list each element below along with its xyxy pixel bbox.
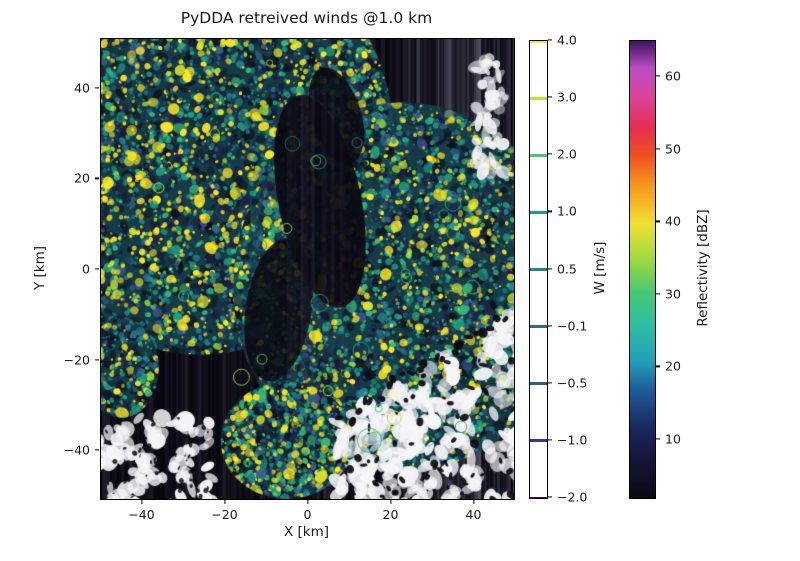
reflectivity-colorbar [629, 40, 656, 499]
w-colorbar-tick-label: −1.0 [557, 432, 588, 448]
w-contour-level-line [530, 41, 547, 43]
reflectivity-colorbar-tick-label: 40 [665, 213, 681, 229]
w-colorbar-tick-label: −0.1 [557, 318, 588, 334]
w-colorbar-tick-label: 2.0 [557, 146, 577, 162]
w-colorbar-label: W [m/s] [592, 241, 608, 295]
w-colorbar-tick-mark [548, 439, 552, 441]
y-tick-label: −20 [63, 352, 90, 368]
w-colorbar-tick-label: 4.0 [557, 32, 577, 48]
reflectivity-field [101, 39, 514, 499]
y-tick-label: 0 [82, 261, 90, 277]
reflectivity-colorbar-tick-mark [656, 75, 660, 77]
reflectivity-colorbar-gradient [630, 41, 655, 498]
reflectivity-colorbar-tick-mark [656, 148, 660, 150]
y-tick-label: −40 [63, 442, 90, 458]
x-axis-label: X [km] [283, 524, 330, 540]
reflectivity-colorbar-ticks: 60 50 40 30 20 10 [656, 40, 702, 497]
w-colorbar-tick-label: −0.5 [557, 375, 588, 391]
reflectivity-colorbar-tick-label: 60 [665, 68, 681, 84]
reflectivity-colorbar-tick-label: 30 [665, 286, 681, 302]
reflectivity-colorbar-label: Reflectivity [dBZ] [695, 209, 711, 327]
x-tick-mark [223, 500, 226, 504]
w-contour-level-line [530, 153, 547, 157]
w-contour-level-line [530, 96, 547, 100]
w-contour-level-line [530, 439, 547, 443]
reflectivity-colorbar-tick-mark [656, 220, 660, 222]
reflectivity-colorbar-tick-mark [656, 438, 660, 440]
w-contour-level-line [530, 325, 547, 329]
y-tick-label: 20 [74, 170, 90, 186]
w-colorbar-tick-label: −2.0 [557, 489, 588, 505]
w-colorbar-tick-mark [548, 496, 552, 498]
x-tick-label: 0 [303, 507, 312, 522]
w-colorbar [529, 40, 548, 499]
w-colorbar-tick-mark [548, 96, 552, 98]
reflectivity-colorbar-tick-mark [656, 365, 660, 368]
x-tick-mark [140, 500, 143, 504]
x-tick-label: −20 [211, 507, 238, 522]
y-tick-mark [95, 449, 99, 451]
w-contour-level-line [530, 382, 547, 386]
y-tick-mark [95, 358, 99, 361]
x-tick-label: 20 [382, 507, 399, 522]
w-colorbar-ticks: 4.0 3.0 2.0 1.0 0.5 −0.1 −0.5 −1.0 −2.0 [548, 33, 594, 505]
y-tick-mark [95, 177, 99, 179]
w-colorbar-tick-mark [548, 210, 552, 212]
w-colorbar-tick-label: 0.5 [557, 261, 577, 276]
w-colorbar-tick-mark [548, 382, 552, 384]
w-contour-level-line [530, 496, 547, 498]
w-colorbar-tick-mark [548, 39, 552, 41]
y-tick-mark [95, 87, 99, 89]
w-colorbar-tick-label: 1.0 [557, 203, 577, 219]
reflectivity-colorbar-tick-label: 50 [665, 141, 681, 157]
y-tick-label: 40 [74, 80, 90, 96]
w-contour-level-line [530, 210, 547, 214]
x-tick-mark [472, 500, 475, 504]
y-tick-mark [95, 268, 99, 270]
x-tick-mark [389, 500, 392, 504]
w-colorbar-tick-label: 3.0 [557, 89, 577, 105]
y-axis: −40 −20 0 20 40 [0, 38, 99, 500]
w-colorbar-tick-mark [548, 325, 552, 327]
w-contour-level-line [530, 268, 547, 271]
reflectivity-colorbar-tick-mark [656, 293, 660, 295]
w-colorbar-tick-mark [548, 153, 552, 155]
plot-frame [100, 38, 515, 500]
w-colorbar-tick-mark [548, 267, 552, 270]
x-axis: −40 −20 0 20 40 [100, 500, 515, 528]
reflectivity-colorbar-tick-label: 10 [665, 431, 681, 447]
x-tick-label: −40 [128, 507, 155, 522]
x-tick-label: 40 [465, 507, 482, 522]
reflectivity-colorbar-tick-label: 20 [665, 358, 681, 374]
plot-title: PyDDA retreived winds @1.0 km [180, 9, 433, 27]
x-tick-mark [306, 500, 309, 504]
